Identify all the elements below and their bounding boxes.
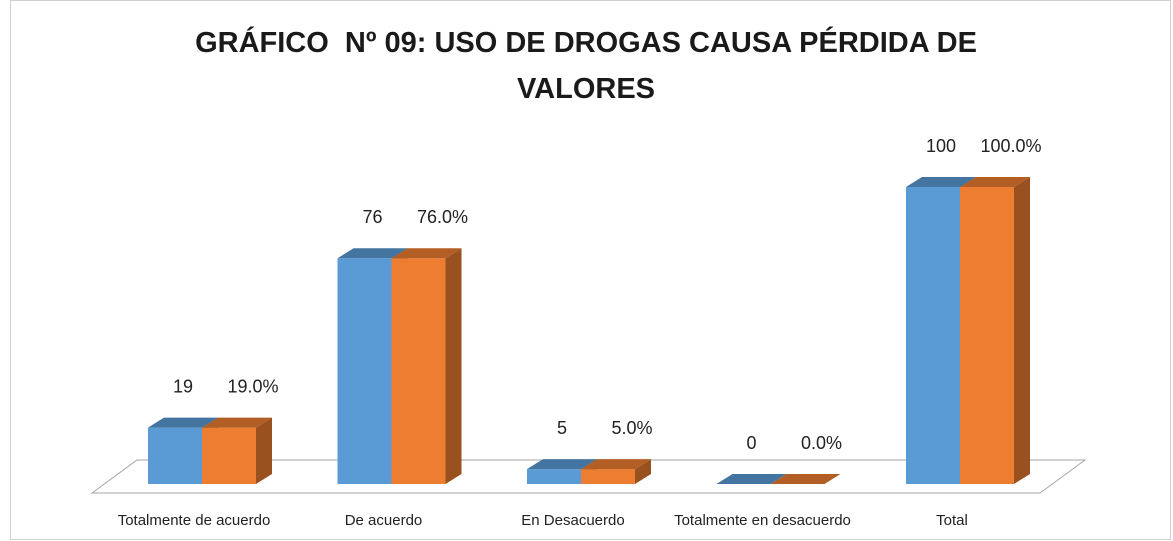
data-label: 76: [362, 207, 382, 227]
data-label: 100.0%: [980, 136, 1041, 156]
bar-front: [527, 469, 581, 484]
data-label: 0: [746, 433, 756, 453]
bar-side: [635, 459, 651, 484]
x-tick-label: En Desacuerdo: [521, 512, 624, 529]
data-label: 19: [173, 376, 193, 396]
bar-front: [906, 187, 960, 484]
x-tick-label: Totalmente en desacuerdo: [674, 512, 851, 529]
bar: [202, 417, 272, 484]
bar-top: [202, 417, 272, 428]
bar-top: [770, 474, 841, 484]
bar-front: [202, 427, 256, 484]
chart-border: [10, 0, 1171, 540]
bar-front: [391, 258, 446, 484]
bar-top: [527, 459, 597, 470]
data-label: 76.0%: [417, 207, 468, 227]
bar-top: [391, 248, 462, 259]
data-label: 19.0%: [227, 376, 278, 396]
bar-top: [148, 417, 218, 428]
bar-top: [581, 459, 651, 470]
bar-front: [581, 469, 635, 484]
bar: [391, 248, 462, 484]
bar-side: [256, 417, 272, 484]
bar-side: [1014, 177, 1030, 484]
bar-top: [716, 474, 787, 484]
bar-front: [148, 427, 202, 484]
bar-side: [445, 248, 462, 484]
bar-front: [960, 187, 1014, 484]
bar-front: [337, 258, 392, 484]
bar: [960, 177, 1030, 484]
data-label: 5: [557, 418, 567, 438]
bar-top: [337, 248, 408, 259]
data-label: 0.0%: [801, 433, 842, 453]
x-tick-label: De acuerdo: [345, 512, 423, 529]
bar: [770, 474, 841, 484]
x-tick-label: Totalmente de acuerdo: [118, 512, 271, 529]
chart-title: GRÁFICO Nº 09: USO DE DROGAS CAUSA PÉRDI…: [195, 27, 985, 105]
bar-top: [960, 177, 1030, 187]
x-tick-label: Total: [936, 512, 968, 529]
bar: [716, 474, 787, 484]
data-label: 100: [926, 136, 956, 156]
data-label: 5.0%: [611, 418, 652, 438]
bar-top: [906, 177, 976, 187]
bar: [581, 459, 651, 484]
